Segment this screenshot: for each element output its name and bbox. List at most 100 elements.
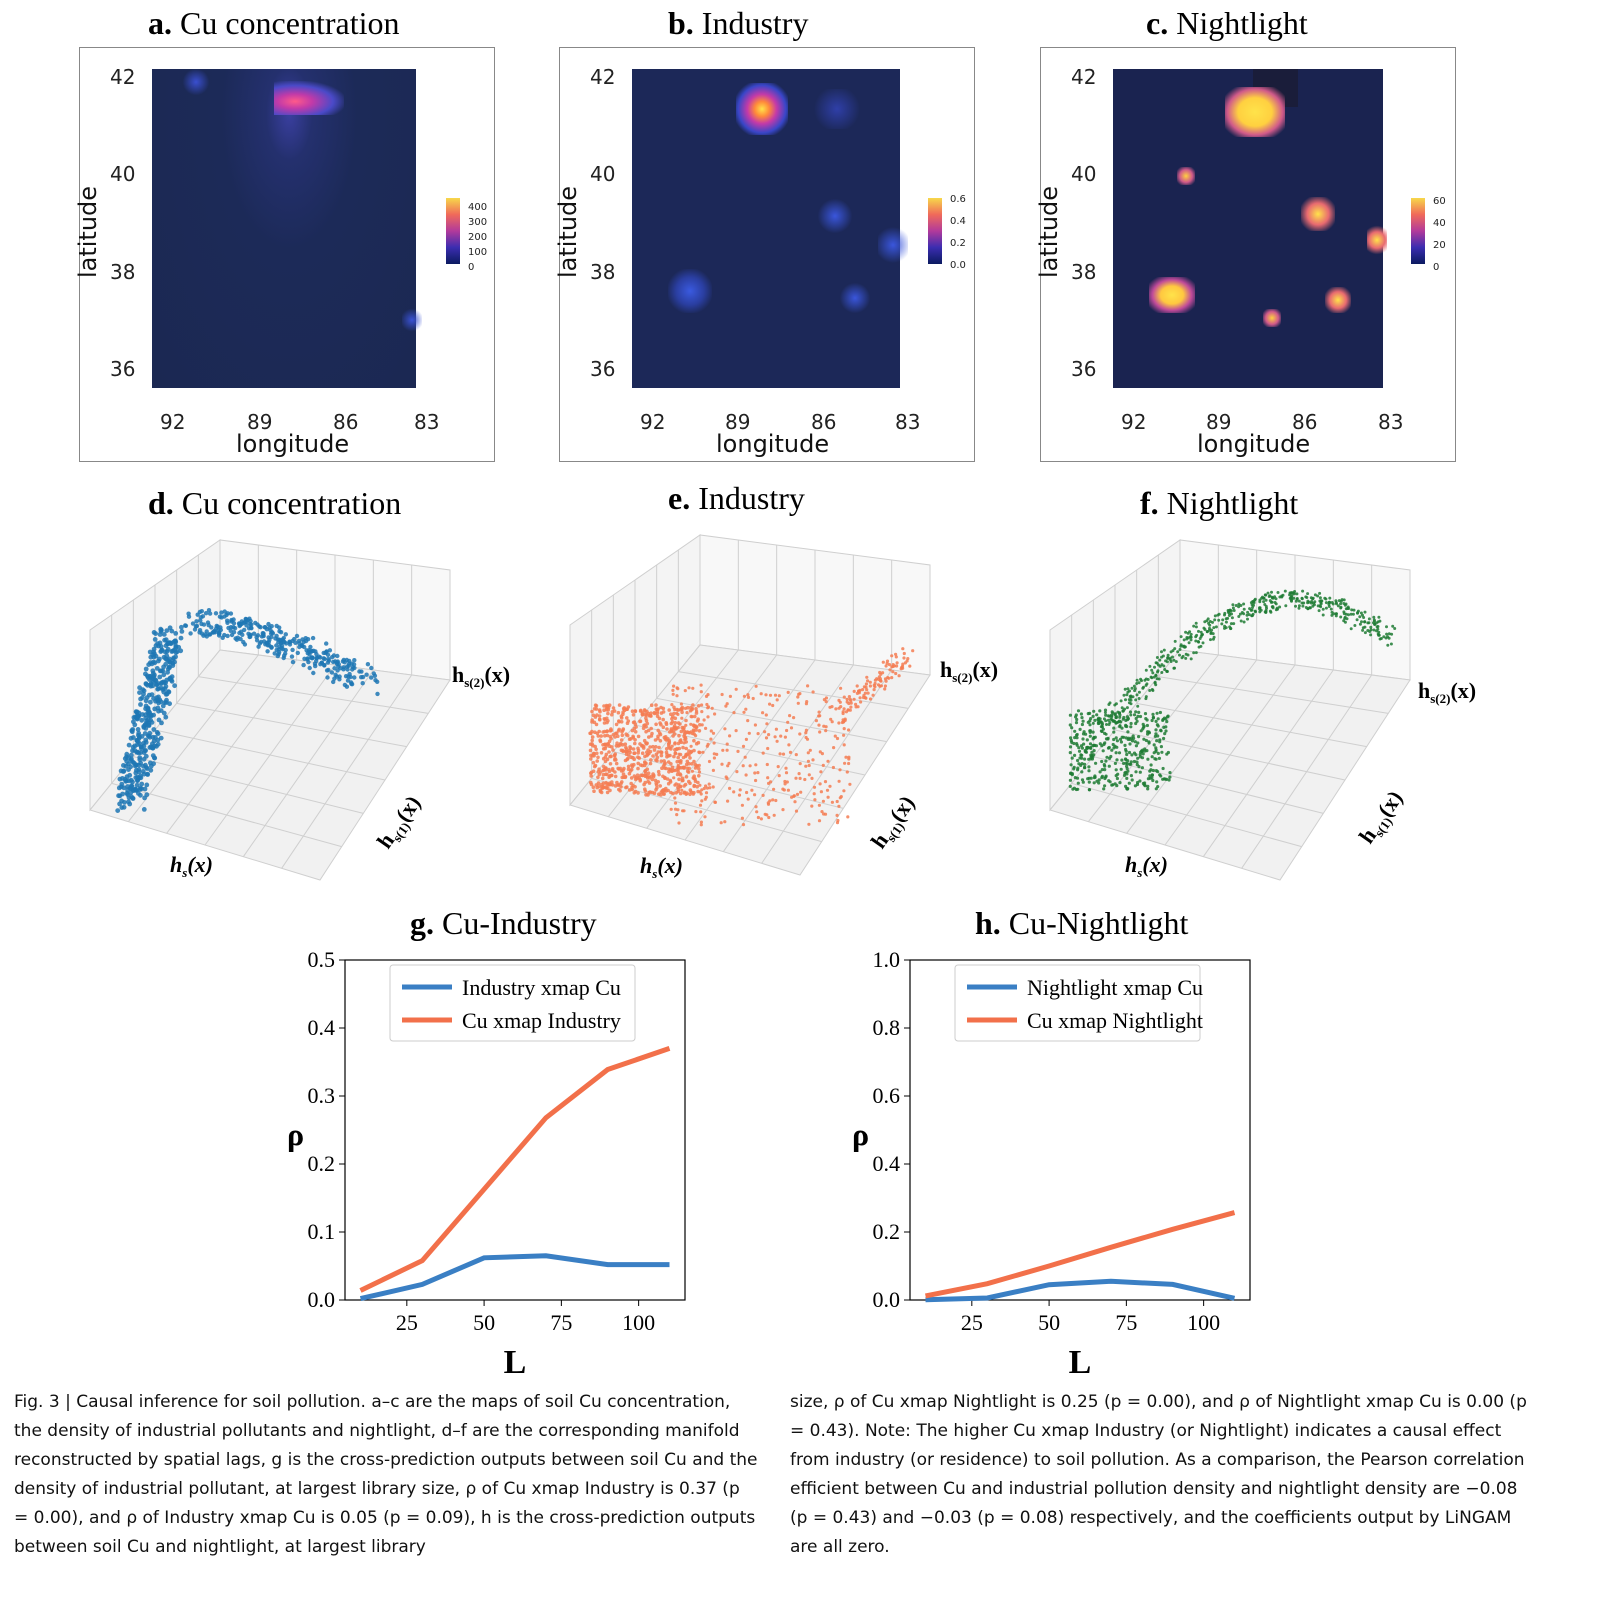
cbar-tick: 40 xyxy=(1433,218,1446,229)
scatter-point xyxy=(1367,621,1371,625)
scatter-point xyxy=(186,614,192,619)
z-axis-label: hs(2)(x) xyxy=(1418,678,1476,706)
scatter-point xyxy=(143,666,149,672)
scatter-point xyxy=(225,633,230,639)
panel-d-title: d. Cu concentration xyxy=(148,485,402,521)
scatter-point xyxy=(619,785,623,789)
scatter-point xyxy=(618,766,623,771)
scatter-point xyxy=(1389,642,1393,646)
scatter-point xyxy=(265,649,270,654)
scatter-point xyxy=(1197,629,1200,633)
scatter-point xyxy=(209,625,214,630)
scatter-point xyxy=(689,730,693,734)
scatter-point xyxy=(1123,707,1127,711)
scatter-point xyxy=(699,690,703,694)
scatter-point xyxy=(1317,609,1321,613)
scatter-point xyxy=(677,777,681,782)
scatter-point xyxy=(887,663,892,667)
scatter-point xyxy=(848,697,852,701)
scatter-point xyxy=(349,680,354,685)
scatter-point xyxy=(804,731,808,735)
scatter-point xyxy=(138,750,144,755)
scatter-point xyxy=(1283,589,1287,593)
scatter-point xyxy=(1125,752,1129,757)
scatter-point xyxy=(764,736,769,740)
scatter-point xyxy=(1150,668,1154,672)
scatter-point xyxy=(764,693,768,697)
scatter-point xyxy=(1160,671,1164,674)
scatter-point xyxy=(656,780,660,784)
scatter-point xyxy=(689,744,693,748)
scatter-point xyxy=(773,693,778,697)
scatter-point xyxy=(697,770,702,774)
scatter-point xyxy=(676,789,680,794)
scatter-point xyxy=(613,735,617,739)
scatter-point xyxy=(681,765,685,769)
scatter-point xyxy=(636,766,640,771)
scatter-point xyxy=(1163,777,1167,781)
scatter-point xyxy=(1339,605,1343,609)
scatter-point xyxy=(1165,669,1169,673)
scatter-point xyxy=(1132,736,1136,740)
scatter-point xyxy=(201,622,207,627)
scatter-point xyxy=(1276,607,1279,611)
scatter-point xyxy=(1130,753,1134,757)
x-axis-label: hs(x) xyxy=(640,853,683,881)
scatter-point xyxy=(681,745,685,750)
scatter-point xyxy=(697,750,701,754)
scatter-point xyxy=(137,690,142,695)
scatter-point xyxy=(705,702,709,707)
scatter-point xyxy=(1167,778,1171,782)
scatter-point xyxy=(676,687,680,691)
scatter-point xyxy=(1363,625,1367,629)
scatter-point xyxy=(270,631,276,636)
scatter-point xyxy=(1367,617,1371,621)
scatter-point xyxy=(673,708,677,712)
scatter-point xyxy=(1270,590,1273,594)
scatter-point xyxy=(297,641,302,646)
scatter-point xyxy=(157,632,163,637)
scatter-point xyxy=(1153,665,1156,669)
scatter-point xyxy=(1209,631,1213,635)
scatter-point xyxy=(290,659,296,665)
scatter-point xyxy=(154,682,160,688)
scatter-point xyxy=(341,667,346,672)
scatter-point xyxy=(138,773,143,779)
scatter-point xyxy=(1253,609,1257,613)
scatter-point xyxy=(596,734,601,738)
y-tick-label: 1.0 xyxy=(873,947,901,972)
scatter-point xyxy=(1068,751,1072,755)
scatter-point xyxy=(238,622,243,628)
scatter-point xyxy=(1141,727,1145,731)
scatter-point xyxy=(1151,768,1155,773)
legend-label: Industry xmap Cu xyxy=(462,975,621,1000)
scatter-point xyxy=(890,654,894,658)
scatter-point xyxy=(673,721,678,725)
scatter-point xyxy=(868,697,873,701)
scatter-point xyxy=(131,788,137,793)
scatter-point xyxy=(1194,625,1198,629)
city-glow xyxy=(1367,225,1387,255)
scatter-point xyxy=(866,679,870,683)
scatter-point xyxy=(1352,608,1356,612)
scatter-point xyxy=(220,635,225,640)
scatter-point xyxy=(1076,709,1081,713)
city-glow xyxy=(1325,287,1351,313)
scatter-point xyxy=(837,721,841,725)
scatter-point xyxy=(1114,736,1118,740)
scatter-point xyxy=(1132,684,1136,688)
scatter-point xyxy=(602,768,606,772)
x-tick-label: 75 xyxy=(550,1310,572,1335)
scatter-point xyxy=(248,634,253,639)
scatter-point xyxy=(1115,739,1119,743)
scatter-point xyxy=(1087,780,1091,784)
scatter-point xyxy=(710,706,714,710)
scatter-point xyxy=(669,721,674,726)
scatter-point xyxy=(1182,638,1186,642)
scatter-point xyxy=(119,781,125,787)
scatter-point xyxy=(659,705,663,710)
scatter-point xyxy=(817,819,822,823)
scatter-point xyxy=(636,734,641,739)
scatter-point xyxy=(848,782,852,786)
panel-b-title: b. Industry xyxy=(668,5,809,41)
